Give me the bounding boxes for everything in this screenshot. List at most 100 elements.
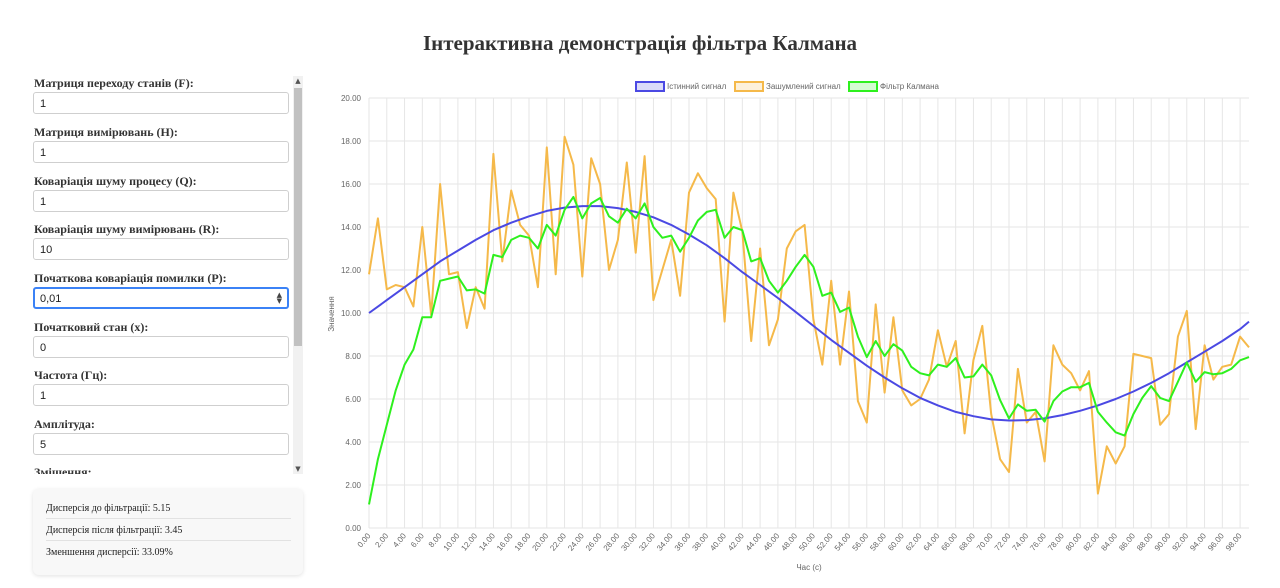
x-tick-label: 24.00: [566, 531, 586, 553]
x-tick-label: 94.00: [1188, 531, 1208, 553]
x-tick-label: 0.00: [356, 531, 373, 549]
x-tick-label: 52.00: [815, 531, 835, 553]
param-label-f: Матриця переходу станів (F):: [34, 76, 194, 90]
x-tick-label: 68.00: [957, 531, 977, 553]
param-input-f[interactable]: 1: [33, 92, 289, 114]
x-tick-label: 20.00: [531, 531, 551, 553]
variance-after: Дисперсія після фільтрації: 3.45: [46, 525, 183, 536]
x-tick-label: 74.00: [1011, 531, 1031, 553]
x-tick-label: 40.00: [708, 531, 728, 553]
stats-divider: [46, 540, 291, 541]
x-tick-label: 88.00: [1135, 531, 1155, 553]
x-tick-label: 98.00: [1224, 531, 1244, 553]
x-tick-label: 90.00: [1153, 531, 1173, 553]
y-tick-label: 20.00: [341, 94, 362, 103]
param-input-amplitude[interactable]: 5: [33, 433, 289, 455]
param-label-r: Коваріація шуму вимірювань (R):: [34, 222, 220, 236]
x-tick-label: 48.00: [779, 531, 799, 553]
x-tick-label: 46.00: [762, 531, 782, 553]
param-input-x[interactable]: 0: [33, 336, 289, 358]
variance-before: Дисперсія до фільтрації: 5.15: [46, 503, 171, 514]
param-label-offset: Зміщення:: [34, 465, 92, 474]
x-tick-label: 96.00: [1206, 531, 1226, 553]
param-input-p-value: 0,01: [40, 293, 62, 305]
series-line-0: [368, 205, 1250, 422]
params-scrollbar[interactable]: ▲ ▼: [293, 76, 303, 474]
x-tick-label: 38.00: [691, 531, 711, 553]
legend-swatch[interactable]: [848, 81, 878, 92]
chart-legend: Істинний сигнал Зашумлений сигнал Фільтр К…: [635, 81, 940, 92]
x-tick-label: 32.00: [637, 531, 657, 553]
x-tick-label: 36.00: [673, 531, 693, 553]
x-tick-label: 34.00: [655, 531, 675, 553]
scroll-up-arrow-icon[interactable]: ▲: [295, 77, 301, 85]
x-tick-label: 44.00: [744, 531, 764, 553]
variance-reduction: Зменшення дисперсії: 33.09%: [46, 547, 173, 558]
x-tick-label: 30.00: [619, 531, 639, 553]
y-tick-label: 8.00: [345, 352, 361, 361]
x-axis-ticks: 0.00 2.00 4.00 6.00 8.0010.0012.0014.0016.00…: [356, 531, 1244, 553]
x-tick-label: 60.00: [886, 531, 906, 553]
param-label-p: Початкова коваріація помилки (P):: [34, 271, 227, 285]
series-line-1: [368, 135, 1250, 495]
x-tick-label: 12.00: [459, 531, 479, 553]
param-label-q: Коваріація шуму процесу (Q):: [34, 174, 197, 188]
x-tick-label: 18.00: [513, 531, 533, 553]
stats-divider: [46, 518, 291, 519]
param-input-q[interactable]: 1: [33, 190, 289, 212]
param-label-frequency: Частота (Гц):: [34, 368, 108, 382]
x-tick-label: 86.00: [1117, 531, 1137, 553]
parameters-panel: Матриця переходу станів (F): 1 Матриця в…: [32, 76, 303, 474]
x-tick-label: 62.00: [904, 531, 924, 553]
series-line-2: [368, 195, 1250, 505]
x-tick-label: 76.00: [1028, 531, 1048, 553]
param-input-p[interactable]: 0,01 ▲ ▼: [33, 287, 289, 309]
x-tick-label: 28.00: [602, 531, 622, 553]
x-axis-title: Час (с): [796, 563, 822, 572]
x-tick-label: 64.00: [922, 531, 942, 553]
x-tick-label: 92.00: [1171, 531, 1191, 553]
param-label-h: Матриця вимірювань (H):: [34, 125, 178, 139]
x-tick-label: 50.00: [797, 531, 817, 553]
y-tick-label: 14.00: [341, 223, 362, 232]
spinner-arrows-icon[interactable]: ▲ ▼: [276, 291, 282, 305]
x-tick-label: 14.00: [477, 531, 497, 553]
param-input-frequency[interactable]: 1: [33, 384, 289, 406]
x-tick-label: 58.00: [868, 531, 888, 553]
y-tick-label: 16.00: [341, 180, 362, 189]
x-tick-label: 82.00: [1082, 531, 1102, 553]
x-tick-label: 66.00: [939, 531, 959, 553]
legend-swatch[interactable]: [635, 81, 665, 92]
chart-series: [368, 135, 1250, 505]
x-tick-label: 42.00: [726, 531, 746, 553]
x-tick-label: 84.00: [1099, 531, 1119, 553]
x-tick-label: 10.00: [442, 531, 462, 553]
stats-card: Дисперсія до фільтрації: 5.15 Дисперсія …: [33, 489, 303, 575]
x-tick-label: 16.00: [495, 531, 515, 553]
param-input-r[interactable]: 10: [33, 238, 289, 260]
legend-label[interactable]: Істинний сигнал: [667, 82, 727, 91]
x-tick-label: 6.00: [409, 531, 426, 549]
param-input-h[interactable]: 1: [33, 141, 289, 163]
scroll-down-arrow-icon[interactable]: ▼: [295, 465, 301, 473]
x-tick-label: 54.00: [833, 531, 853, 553]
legend-swatch[interactable]: [734, 81, 764, 92]
y-tick-label: 4.00: [345, 438, 361, 447]
y-axis-title: Значення: [327, 296, 336, 331]
x-tick-label: 56.00: [851, 531, 871, 553]
chart-grid: [368, 97, 1249, 529]
scrollbar-thumb[interactable]: [294, 88, 302, 346]
y-tick-label: 0.00: [345, 524, 361, 533]
x-tick-label: 78.00: [1046, 531, 1066, 553]
y-tick-label: 2.00: [345, 481, 361, 490]
legend-label[interactable]: Зашумлений сигнал: [766, 82, 841, 91]
y-tick-label: 10.00: [341, 309, 362, 318]
legend-label[interactable]: Фільтр Калмана: [880, 82, 940, 91]
y-axis-ticks: 0.00 2.00 4.00 6.00 8.00 10.00 12.00 14.00 16.00…: [341, 94, 362, 533]
x-tick-label: 2.00: [373, 531, 390, 549]
y-tick-label: 18.00: [341, 137, 362, 146]
x-tick-label: 22.00: [548, 531, 568, 553]
x-tick-label: 72.00: [993, 531, 1013, 553]
page-title: Інтерактивна демонстрація фільтра Калман…: [422, 31, 858, 55]
param-label-x: Початковий стан (x):: [34, 320, 149, 334]
